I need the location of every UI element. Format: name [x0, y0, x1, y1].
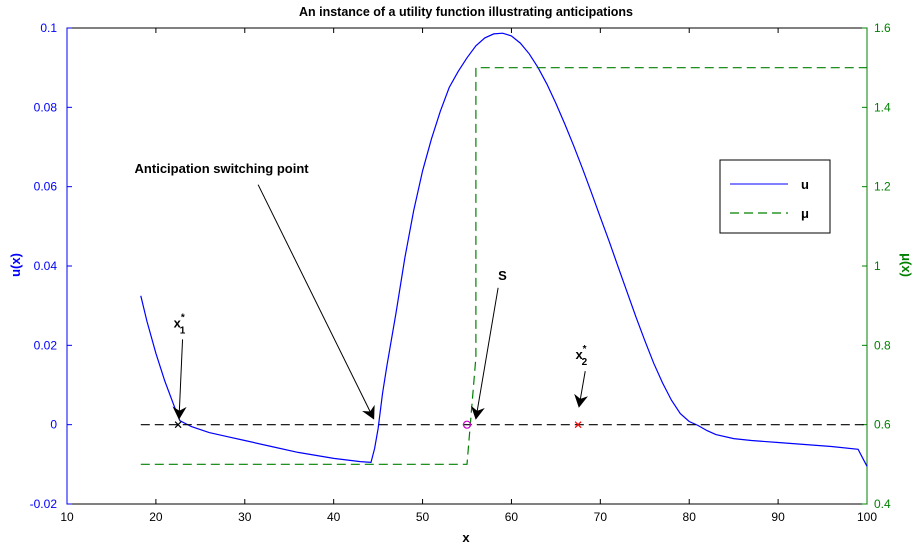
- x-axis: 10 20 30 40 50 60 70 80 90 100: [60, 28, 877, 524]
- x-tick-label: 50: [416, 510, 430, 524]
- plot-area: [66, 27, 868, 505]
- annotation-x1-label: x* 1: [174, 312, 186, 336]
- y-left-axis-label: u(x): [8, 253, 23, 277]
- annotation-x2-superscript: *: [583, 344, 587, 355]
- y-right-tick-label: 1.2: [874, 180, 891, 194]
- y-left-tick-label: 0: [50, 418, 57, 432]
- point-x1-marker: [174, 421, 182, 429]
- point-x1-stroke-b: [174, 421, 182, 429]
- annotation-x1-superscript: *: [181, 312, 185, 323]
- x-axis-label: x: [462, 530, 470, 545]
- point-x2-stroke-b: [574, 421, 582, 429]
- u-curve: [140, 32, 868, 467]
- y-right-tick-label: 1.4: [874, 100, 891, 114]
- legend-box: [719, 159, 831, 234]
- y-right-tick-label: 0.8: [874, 338, 891, 352]
- annotation-s-arrow: [470, 287, 499, 420]
- x-tick-label: 90: [771, 510, 785, 524]
- y-right-tick-label: 1.6: [874, 21, 891, 35]
- legend-label-u: u: [801, 177, 809, 192]
- annotation-x1-subscript: 1: [180, 325, 186, 336]
- legend: u μ: [719, 159, 831, 234]
- points-layer: [174, 420, 582, 429]
- y-left-tick-label: 0.08: [34, 100, 58, 114]
- x-tick-label: 40: [327, 510, 341, 524]
- y-left-tick-label: 0.04: [34, 259, 58, 273]
- legend-label-mu: μ: [801, 206, 809, 221]
- x-tick-label: 60: [505, 510, 519, 524]
- x-tick-label: 100: [857, 510, 877, 524]
- point-x2-marker: [574, 421, 582, 429]
- x-tick-label: 70: [594, 510, 608, 524]
- y-left-axis: -0.02 0 0.02 0.04 0.06 0.08 0.1: [30, 21, 72, 511]
- y-left-tick-label: 0.1: [40, 21, 57, 35]
- point-s-marker: [462, 420, 472, 429]
- y-left-tick-label: -0.02: [30, 497, 58, 511]
- annotation-x2-arrow: [574, 371, 588, 408]
- series-layer: [140, 32, 868, 467]
- x-tick-label: 30: [238, 510, 252, 524]
- annotation-x2-subscript: 2: [582, 357, 588, 368]
- y-left-tick-label: 0.06: [34, 180, 58, 194]
- y-right-axis: 0.4 0.6 0.8 1 1.2 1.4 1.6: [862, 21, 891, 511]
- y-left-tick-label: 0.02: [34, 338, 58, 352]
- annotation-x1-arrow: [172, 339, 187, 420]
- chart-title: An instance of a utility function illust…: [299, 5, 633, 19]
- annotation-s-label: S: [498, 268, 507, 283]
- annotation-x2-label: x* 2: [575, 344, 587, 368]
- annotation-switch-arrow: [257, 184, 375, 420]
- y-right-tick-label: 0.4: [874, 497, 891, 511]
- x-tick-label: 10: [60, 510, 74, 524]
- y-right-tick-label: 1: [874, 259, 881, 273]
- y-right-axis-label: μ(x): [899, 253, 913, 277]
- x-tick-label: 80: [683, 510, 697, 524]
- annotation-switch-label: Anticipation switching point: [135, 161, 310, 176]
- y-right-tick-label: 0.6: [874, 418, 891, 432]
- x-tick-label: 20: [149, 510, 163, 524]
- mu-curve: [140, 67, 867, 465]
